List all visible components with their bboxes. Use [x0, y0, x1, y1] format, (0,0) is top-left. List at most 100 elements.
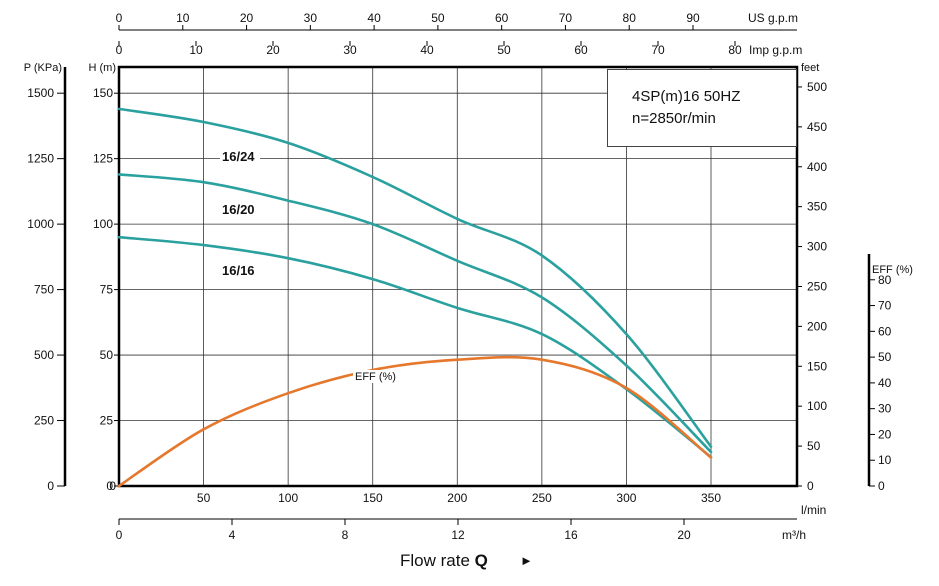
impgpm-tick-label: 70 — [651, 43, 665, 57]
eff-tick-label: 0 — [878, 479, 885, 493]
usgpm-tick-label: 50 — [431, 11, 445, 25]
head-tick-label: 100 — [93, 217, 113, 231]
feet-tick-label: 0 — [807, 479, 814, 493]
feet-tick-label: 250 — [807, 279, 827, 293]
usgpm-tick-label: 0 — [116, 11, 123, 25]
series — [117, 107, 713, 488]
m3h-tick-label: 4 — [229, 528, 236, 542]
series-line-16-20 — [117, 173, 713, 454]
impgpm-tick-label: 10 — [189, 43, 203, 57]
m3h-tick-label: 12 — [451, 528, 465, 542]
usgpm-tick-label: 40 — [367, 11, 381, 25]
eff-tick-label: 50 — [878, 350, 892, 364]
eff-tick-label: 20 — [878, 427, 892, 441]
m3h-tick-label: 8 — [342, 528, 349, 542]
chart-title: 4SP(m)16 50HZ — [632, 88, 741, 105]
eff-tick-label: 30 — [878, 402, 892, 416]
impgpm-tick-label: 0 — [116, 43, 123, 57]
pressure-tick-label: 1250 — [27, 152, 54, 166]
m3h-tick-label: 16 — [564, 528, 578, 542]
series-label-16-20: 16/20 — [222, 202, 255, 217]
m3h-tick-label: 20 — [677, 528, 691, 542]
head-tick-label: 50 — [100, 348, 114, 362]
impgpm-tick-label: 50 — [497, 43, 511, 57]
lmin-tick-label: 300 — [616, 491, 636, 505]
head-tick-label: 150 — [93, 86, 113, 100]
lmin-axis-label: l/min — [801, 503, 826, 517]
feet-tick-label: 500 — [807, 80, 827, 94]
lmin-tick-label: 100 — [278, 491, 298, 505]
feet-tick-label: 300 — [807, 240, 827, 254]
chart-subtitle: n=2850r/min — [632, 110, 716, 127]
pressure-tick-label: 250 — [34, 414, 54, 428]
pressure-tick-label: 1000 — [27, 217, 54, 231]
lmin-zero-label: 0 — [109, 479, 116, 493]
series-line-16-24 — [117, 107, 713, 448]
x-axis-title-symbol: Q — [474, 551, 488, 570]
impgpm-tick-label: 40 — [420, 43, 434, 57]
m3h-axis-label: m³/h — [782, 528, 806, 542]
lmin-tick-label: 350 — [701, 491, 721, 505]
usgpm-tick-label: 10 — [176, 11, 190, 25]
feet-tick-label: 50 — [807, 439, 821, 453]
usgpm-tick-label: 30 — [304, 11, 318, 25]
usgpm-tick-label: 70 — [559, 11, 573, 25]
info-box: 4SP(m)16 50HZ n=2850r/min — [607, 69, 797, 147]
lmin-tick-label: 50 — [197, 491, 211, 505]
head-axis-label: H (m) — [89, 62, 117, 74]
eff-axis-label: EFF (%) — [872, 264, 913, 276]
impgpm-tick-label: 80 — [728, 43, 742, 57]
feet-tick-label: 350 — [807, 200, 827, 214]
feet-tick-label: 400 — [807, 160, 827, 174]
pressure-axis-label: P (KPa) — [24, 62, 62, 74]
series-label-bg — [220, 202, 260, 217]
head-tick-label: 25 — [100, 414, 114, 428]
series-label-eff: EFF (%) — [355, 371, 396, 383]
pressure-tick-label: 0 — [47, 479, 54, 493]
feet-tick-label: 450 — [807, 120, 827, 134]
series-label-16-16: 16/16 — [222, 263, 255, 278]
feet-tick-label: 200 — [807, 319, 827, 333]
eff-tick-label: 60 — [878, 324, 892, 338]
eff-tick-label: 80 — [878, 273, 892, 287]
series-line-16-16 — [117, 235, 713, 459]
head-tick-label: 125 — [93, 152, 113, 166]
eff-tick-label: 10 — [878, 453, 892, 467]
plot-frame — [117, 65, 799, 488]
impgpm-axis-label: Imp g.p.m — [749, 43, 802, 57]
pressure-tick-label: 750 — [34, 283, 54, 297]
grid — [118, 67, 797, 487]
m3h-tick-label: 0 — [116, 528, 123, 542]
usgpm-tick-label: 60 — [495, 11, 509, 25]
feet-tick-label: 100 — [807, 399, 827, 413]
usgpm-tick-label: 80 — [623, 11, 637, 25]
axes — [57, 25, 875, 525]
eff-tick-label: 40 — [878, 376, 892, 390]
lmin-tick-label: 250 — [532, 491, 552, 505]
impgpm-tick-label: 20 — [266, 43, 280, 57]
series-line-eff — [117, 355, 713, 488]
eff-tick-label: 70 — [878, 299, 892, 313]
pressure-tick-label: 500 — [34, 348, 54, 362]
lmin-tick-label: 200 — [447, 491, 467, 505]
usgpm-tick-label: 90 — [686, 11, 700, 25]
eff-label-bg — [353, 370, 399, 383]
x-axis-arrow-icon: ► — [520, 553, 533, 568]
head-tick-label: 0 — [106, 479, 113, 493]
feet-axis-label: feet — [801, 62, 819, 74]
impgpm-tick-label: 60 — [574, 43, 588, 57]
series-label-bg — [220, 149, 260, 164]
x-axis-title: Flow rate Q — [400, 551, 488, 571]
impgpm-tick-label: 30 — [343, 43, 357, 57]
head-tick-label: 75 — [100, 283, 114, 297]
series-label-bg — [220, 263, 260, 278]
x-axis-title-text: Flow rate — [400, 551, 470, 570]
usgpm-axis-label: US g.p.m — [748, 11, 798, 25]
usgpm-tick-label: 20 — [240, 11, 254, 25]
series-label-16-24: 16/24 — [222, 149, 255, 164]
feet-tick-label: 150 — [807, 359, 827, 373]
pressure-tick-label: 1500 — [27, 86, 54, 100]
lmin-tick-label: 150 — [363, 491, 383, 505]
